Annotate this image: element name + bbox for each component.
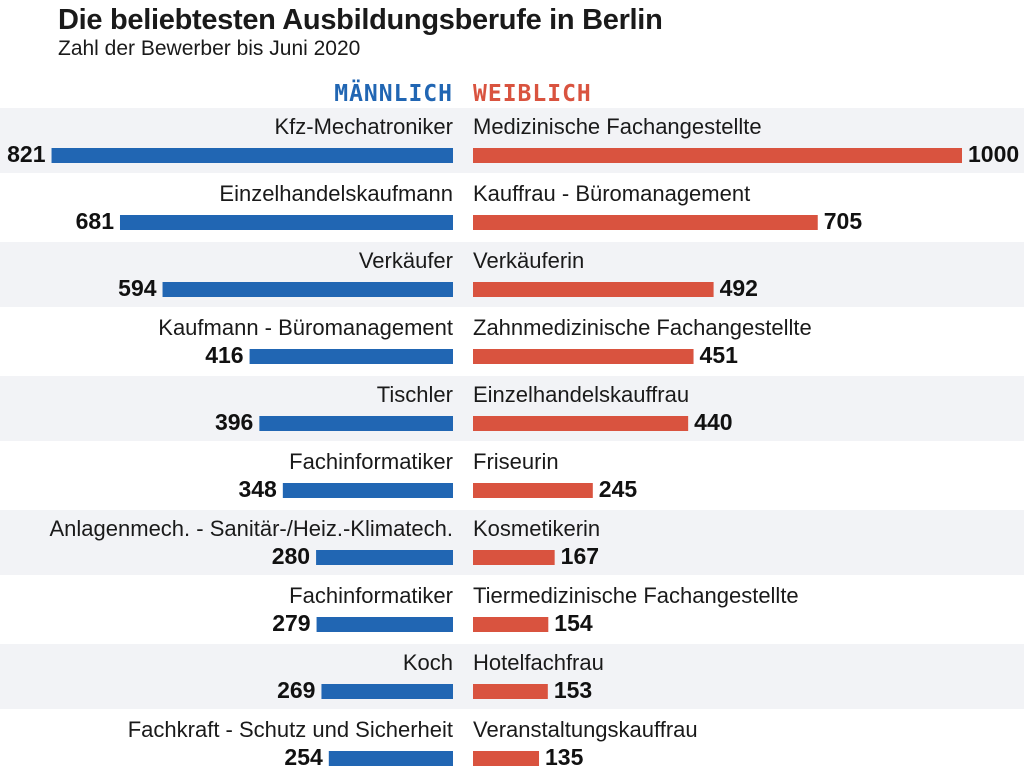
female-category-label: Friseurin <box>473 449 559 474</box>
female-category-label: Kauffrau - Büromanagement <box>473 181 750 206</box>
legend-male: MÄNNLICH <box>334 79 453 107</box>
male-value-label: 681 <box>76 208 115 234</box>
male-bar <box>259 416 453 431</box>
male-value-label: 594 <box>118 275 157 301</box>
male-category-label: Fachinformatiker <box>289 449 453 474</box>
male-value-label: 269 <box>277 677 315 703</box>
female-category-label: Kosmetikerin <box>473 516 600 541</box>
female-category-label: Hotelfachfrau <box>473 650 604 675</box>
male-category-label: Anlagenmech. - Sanitär-/Heiz.-Klimatech. <box>50 516 454 541</box>
male-bar <box>162 282 453 297</box>
male-category-label: Fachkraft - Schutz und Sicherheit <box>128 717 453 742</box>
male-value-label: 280 <box>272 543 310 569</box>
male-bar <box>249 349 453 364</box>
male-value-label: 821 <box>7 141 46 167</box>
female-bar <box>473 349 694 364</box>
female-bar <box>473 483 593 498</box>
female-bar <box>473 148 962 163</box>
female-bar <box>473 282 714 297</box>
female-value-label: 705 <box>824 208 863 234</box>
chart-title: Die beliebtesten Ausbildungsberufe in Be… <box>58 4 663 36</box>
male-category-label: Tischler <box>377 382 453 407</box>
male-bar <box>321 684 453 699</box>
male-bar <box>316 550 453 565</box>
female-category-label: Verkäuferin <box>473 248 584 273</box>
female-value-label: 492 <box>720 275 758 301</box>
female-value-label: 135 <box>545 744 584 770</box>
female-bar <box>473 550 555 565</box>
female-value-label: 154 <box>554 610 593 636</box>
female-value-label: 167 <box>561 543 599 569</box>
female-bar <box>473 751 540 766</box>
female-value-label: 440 <box>694 409 732 435</box>
female-value-label: 451 <box>700 342 739 368</box>
female-category-label: Zahnmedizinische Fachangestellte <box>473 315 812 340</box>
female-bar <box>473 684 548 699</box>
male-category-label: Verkäufer <box>359 248 453 273</box>
female-value-label: 245 <box>599 476 638 502</box>
chart-subtitle: Zahl der Bewerber bis Juni 2020 <box>58 37 361 60</box>
male-category-label: Koch <box>403 650 453 675</box>
female-category-label: Tiermedizinische Fachangestellte <box>473 583 799 608</box>
male-category-label: Kaufmann - Büromanagement <box>158 315 453 340</box>
male-value-label: 348 <box>238 476 277 502</box>
female-value-label: 153 <box>554 677 592 703</box>
female-value-label: 1000 <box>968 141 1019 167</box>
female-category-label: Veranstaltungskauffrau <box>473 717 698 742</box>
female-bar <box>473 617 549 632</box>
male-value-label: 254 <box>284 744 323 770</box>
male-bar <box>119 215 453 230</box>
male-value-label: 279 <box>272 610 310 636</box>
male-bar <box>316 617 453 632</box>
female-bar <box>473 215 818 230</box>
male-category-label: Kfz-Mechatroniker <box>274 114 453 139</box>
female-category-label: Einzelhandelskauffrau <box>473 382 689 407</box>
legend-female: WEIBLICH <box>473 81 592 107</box>
male-value-label: 416 <box>205 342 243 368</box>
male-category-label: Einzelhandelskaufmann <box>219 181 453 206</box>
male-bar <box>328 751 453 766</box>
female-category-label: Medizinische Fachangestellte <box>473 114 762 139</box>
male-category-label: Fachinformatiker <box>289 583 453 608</box>
male-bar <box>282 483 453 498</box>
male-bar <box>51 148 453 163</box>
male-value-label: 396 <box>215 409 253 435</box>
female-bar <box>473 416 689 431</box>
